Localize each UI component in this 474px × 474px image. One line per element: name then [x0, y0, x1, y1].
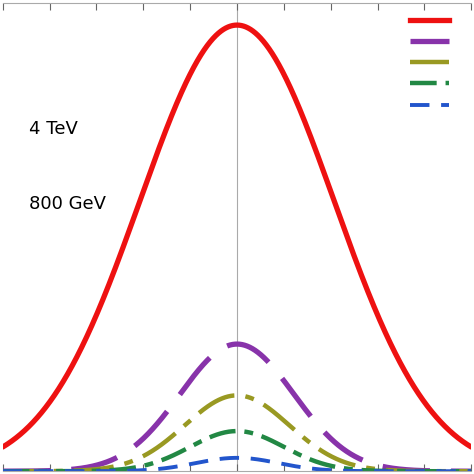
Text: 800 GeV: 800 GeV: [28, 195, 106, 213]
Text: 4 TeV: 4 TeV: [28, 120, 77, 138]
Legend: , , , , : , , , ,: [406, 10, 464, 117]
